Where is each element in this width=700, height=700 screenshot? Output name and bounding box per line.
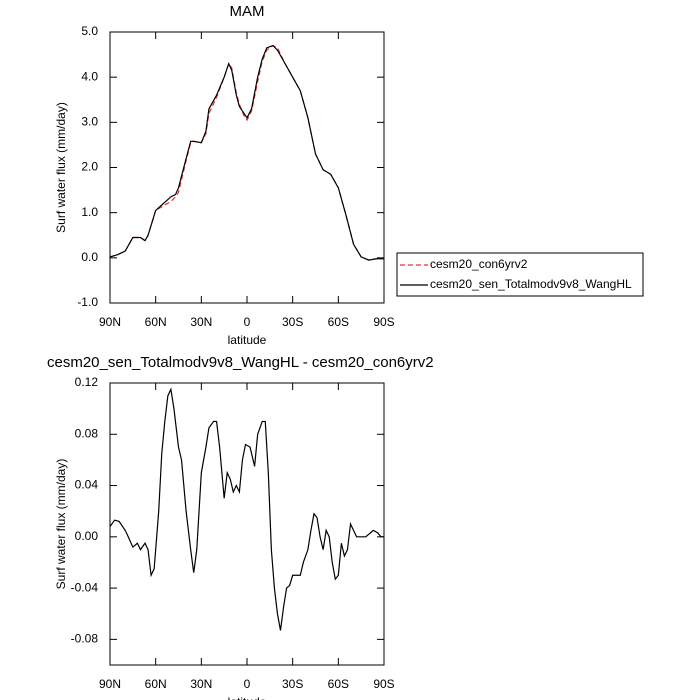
x-tick-label: 60S: [328, 315, 349, 329]
x-tick-label: 90N: [99, 315, 121, 329]
data-line: [109, 44, 384, 261]
legend-label: cesm20_sen_Totalmodv9v8_WangHL: [430, 277, 632, 291]
y-tick-label: -1.0: [77, 295, 98, 309]
x-tick-label: 30S: [282, 677, 303, 691]
x-tick-label: 60N: [145, 315, 167, 329]
x-tick-label: 90N: [99, 677, 121, 691]
x-tick-label: 90S: [373, 677, 394, 691]
x-axis-label: latitude: [228, 333, 267, 347]
y-tick-label: 2.0: [81, 160, 98, 174]
y-tick-label: 3.0: [81, 115, 98, 129]
x-tick-label: 90S: [373, 315, 394, 329]
data-line: [109, 387, 384, 631]
y-tick-label: 0.00: [75, 529, 99, 543]
y-tick-label: 4.0: [81, 69, 98, 83]
x-tick-label: 60S: [328, 677, 349, 691]
y-tick-label: 0.04: [75, 478, 99, 492]
x-tick-label: 60N: [145, 677, 167, 691]
legend-box: [396, 252, 644, 297]
x-tick-label: 30N: [190, 677, 212, 691]
plot-frame: [109, 382, 385, 666]
y-axis-label: Surf water flux (mm/day): [54, 102, 68, 233]
y-tick-label: -0.04: [71, 580, 99, 594]
y-tick-label: 0.0: [81, 250, 98, 264]
chart-title: cesm20_sen_Totalmodv9v8_WangHL - cesm20_…: [47, 354, 434, 371]
plot-frame: [109, 31, 385, 304]
data-line: [109, 44, 384, 261]
chart-title: MAM: [230, 3, 265, 20]
x-tick-label: 0: [244, 677, 251, 691]
x-axis-label: latitude: [228, 695, 267, 700]
y-tick-label: 0.08: [75, 426, 99, 440]
y-axis-label: Surf water flux (mm/day): [54, 459, 68, 590]
x-tick-label: 0: [244, 315, 251, 329]
y-tick-label: 1.0: [81, 205, 98, 219]
y-tick-label: -0.08: [71, 632, 99, 646]
y-tick-label: 0.12: [75, 375, 99, 389]
x-tick-label: 30S: [282, 315, 303, 329]
legend-label: cesm20_con6yrv2: [430, 257, 528, 271]
y-tick-label: 5.0: [81, 24, 98, 38]
x-tick-label: 30N: [190, 315, 212, 329]
